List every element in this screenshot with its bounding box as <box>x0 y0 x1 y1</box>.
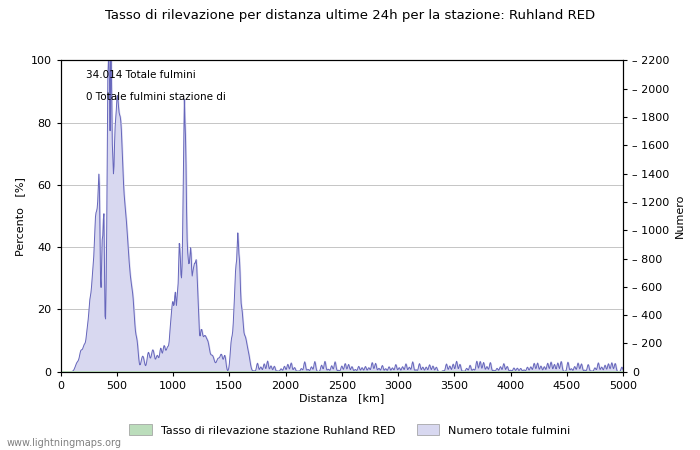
Y-axis label: Percento   [%]: Percento [%] <box>15 177 25 256</box>
Text: 34.014 Totale fulmini: 34.014 Totale fulmini <box>86 70 195 80</box>
Text: 0 Totale fulmini stazione di: 0 Totale fulmini stazione di <box>86 92 226 102</box>
Text: Tasso di rilevazione per distanza ultime 24h per la stazione: Ruhland RED: Tasso di rilevazione per distanza ultime… <box>105 9 595 22</box>
Legend: Tasso di rilevazione stazione Ruhland RED, Numero totale fulmini: Tasso di rilevazione stazione Ruhland RE… <box>125 419 575 440</box>
Text: www.lightningmaps.org: www.lightningmaps.org <box>7 438 122 448</box>
X-axis label: Distanza   [km]: Distanza [km] <box>299 393 384 404</box>
Y-axis label: Numero: Numero <box>675 194 685 238</box>
